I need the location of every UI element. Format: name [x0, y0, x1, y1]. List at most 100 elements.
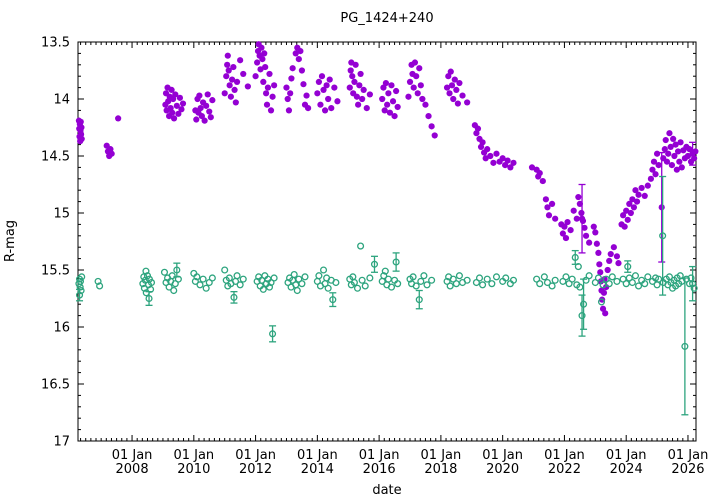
target-series — [75, 41, 699, 317]
comparison-open-circles-point — [409, 273, 417, 281]
target-filled-circles-point — [287, 90, 294, 97]
comparison-open-circles-point — [173, 266, 181, 274]
comparison-open-circles-point — [562, 273, 570, 281]
comparison-open-circles-point — [380, 272, 388, 280]
target-filled-circles-point — [666, 130, 673, 137]
target-filled-circles-point — [668, 162, 676, 169]
comparison-open-circles-point — [475, 274, 484, 282]
comparison-open-circles-point — [298, 280, 306, 288]
target-filled-circles-point — [300, 81, 307, 88]
comparison-open-circles-point — [488, 280, 496, 288]
x-tick-label-line1: 01 Jan — [606, 448, 647, 463]
target-filled-circles-point — [487, 152, 494, 160]
comparison-open-circles-point — [293, 286, 301, 295]
target-filled-circles-point — [586, 239, 593, 246]
comparison-open-circles-point — [594, 274, 602, 282]
comparison-open-circles-point — [315, 272, 323, 280]
target-filled-circles-point — [179, 100, 187, 107]
y-tick-label: 17 — [53, 435, 70, 450]
comparison-open-circles-point — [78, 273, 86, 281]
target-filled-circles-point — [544, 204, 551, 211]
target-filled-circles-point — [453, 86, 460, 93]
comparison-open-circles-point — [394, 280, 402, 288]
comparison-open-circles-point — [236, 281, 244, 289]
comparison-open-circles-point — [548, 282, 556, 290]
comparison-open-circles-point — [142, 289, 150, 297]
comparison-open-circles-point — [332, 278, 340, 287]
target-filled-circles-point — [264, 84, 272, 91]
y-tick-label: 16 — [53, 321, 70, 336]
comparison-open-circles-point — [628, 278, 636, 287]
target-filled-circles-point — [283, 84, 290, 91]
target-filled-circles-point — [262, 63, 269, 71]
target-filled-circles-point — [593, 240, 600, 247]
target-filled-circles-point — [252, 73, 259, 80]
comparison-open-circles-point — [350, 278, 358, 287]
comparison-open-circles-point — [174, 275, 182, 283]
target-filled-circles-point — [615, 260, 622, 267]
comparison-open-circles-point — [358, 276, 366, 284]
comparison-open-circles-point — [651, 274, 660, 282]
target-filled-circles-point — [391, 113, 398, 120]
target-filled-circles-point — [672, 141, 679, 148]
target-filled-circles-point — [575, 193, 582, 201]
target-filled-circles-point — [416, 65, 423, 72]
target-filled-circles-point — [652, 171, 659, 178]
target-filled-circles-point — [318, 73, 326, 80]
target-filled-circles-point — [349, 73, 356, 80]
target-filled-circles-point — [448, 82, 456, 89]
target-filled-circles-point — [405, 93, 412, 100]
comparison-open-circles-point — [270, 274, 278, 282]
x-tick-label-line1: 01 Jan — [112, 448, 153, 463]
target-filled-circles-point — [285, 107, 293, 114]
target-filled-circles-point — [579, 217, 587, 225]
target-filled-circles-point — [176, 94, 184, 101]
comparison-open-circles-point — [420, 272, 428, 280]
target-filled-circles-point — [207, 114, 214, 121]
x-tick-label-line1: 01 Jan — [421, 448, 462, 463]
target-filled-circles-point — [384, 101, 391, 108]
target-filled-circles-point — [597, 269, 604, 276]
target-filled-circles-point — [326, 76, 333, 83]
target-filled-circles-point — [175, 110, 182, 117]
comparison-open-circles-point — [353, 284, 362, 292]
target-filled-circles-point — [676, 158, 683, 165]
comparison-open-circles-point — [622, 280, 630, 288]
target-filled-circles-point — [536, 170, 543, 177]
target-filled-circles-point — [662, 136, 669, 144]
target-filled-circles-point — [173, 102, 180, 109]
target-filled-circles-point — [454, 100, 461, 107]
x-tick-label-line1: 01 Jan — [482, 448, 523, 463]
comparison-open-circles-point — [613, 277, 621, 285]
target-filled-circles-point — [193, 116, 200, 123]
target-filled-circles-point — [443, 84, 451, 91]
target-filled-circles-point — [325, 95, 332, 103]
comparison-open-circles-point — [301, 273, 309, 281]
x-tick-label-line2: 2008 — [116, 462, 149, 477]
target-filled-circles-point — [570, 207, 577, 214]
comparison-open-circles-point — [208, 274, 216, 282]
comparison-open-circles-point — [96, 282, 104, 290]
target-filled-circles-point — [674, 148, 682, 155]
comparison-open-circles-point — [233, 272, 241, 280]
target-filled-circles-point — [428, 123, 435, 130]
target-filled-circles-point — [411, 59, 419, 66]
comparison-open-circles-point — [653, 281, 661, 289]
comparison-open-circles-point — [502, 274, 510, 282]
x-tick-label-line2: 2020 — [486, 462, 519, 477]
target-filled-circles-point — [197, 105, 204, 112]
target-filled-circles-point — [425, 113, 432, 120]
target-filled-circles-point — [692, 148, 699, 155]
comparison-open-circles-point — [608, 273, 616, 281]
target-filled-circles-point — [315, 78, 322, 85]
comparison-open-circles-point — [381, 267, 389, 275]
target-filled-circles-point — [321, 107, 329, 114]
target-filled-circles-point — [576, 200, 583, 207]
plot-frame — [77, 41, 697, 442]
comparison-open-circles-point — [585, 272, 593, 280]
target-filled-circles-point — [227, 93, 234, 100]
target-filled-circles-point — [77, 131, 85, 138]
target-filled-circles-point — [638, 184, 645, 192]
chart-title: PG_1424+240 — [340, 11, 433, 26]
